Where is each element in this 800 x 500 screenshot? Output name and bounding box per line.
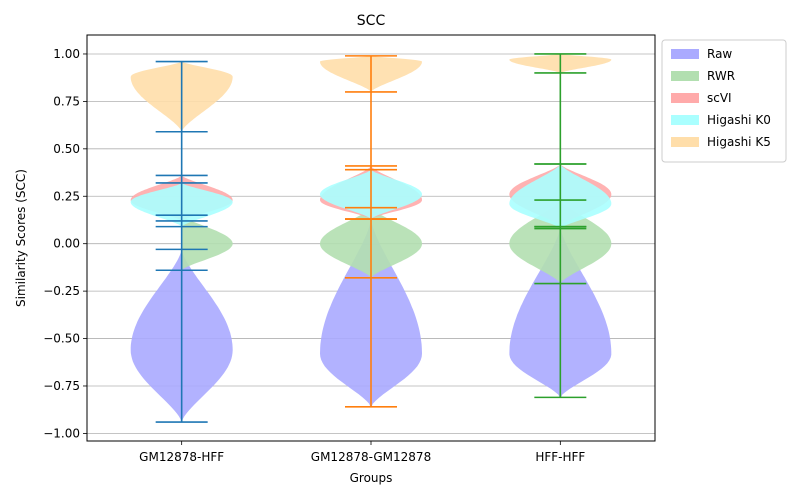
y-tick-label: 0.75 [53,94,80,108]
legend-label: RWR [707,69,735,83]
y-axis: −1.00 −0.75 −0.50 −0.25 0.00 0.25 0.50 0.75 1.00 [43,47,87,440]
legend-label: Raw [707,47,732,61]
whiskers [155,53,587,423]
chart-title: SCC [357,13,386,29]
legend-frame [661,39,787,163]
y-tick-label: −1.00 [43,426,80,440]
y-tick-label: 0.00 [53,237,80,251]
y-tick-label: 1.00 [53,47,80,61]
legend-swatch [671,93,699,103]
y-axis-label: Similarity Scores (SCC) [14,169,28,307]
x-tick-label: GM12878-HFF [139,450,224,464]
x-tick-label: HFF-HFF [535,450,585,464]
x-axis-label: Groups [350,471,393,485]
legend-label: scVI [707,91,732,105]
legend-swatch [671,71,699,81]
y-tick-label: 0.25 [53,189,80,203]
legend: Raw RWR scVI Higashi K0 Higashi K5 [661,39,787,163]
violin-rwr [182,216,233,271]
legend-label: Higashi K5 [707,135,771,149]
legend-swatch [671,49,699,59]
y-tick-label: −0.50 [43,332,80,346]
legend-swatch [671,115,699,125]
y-tick-label: −0.25 [43,284,80,298]
legend-label: Higashi K0 [707,113,771,127]
y-tick-label: −0.75 [43,379,80,393]
x-tick-label: GM12878-GM12878 [311,450,431,464]
legend-swatch [671,137,699,147]
y-tick-label: 0.50 [53,142,80,156]
x-axis: GM12878-HFF GM12878-GM12878 HFF-HFF [139,441,585,464]
